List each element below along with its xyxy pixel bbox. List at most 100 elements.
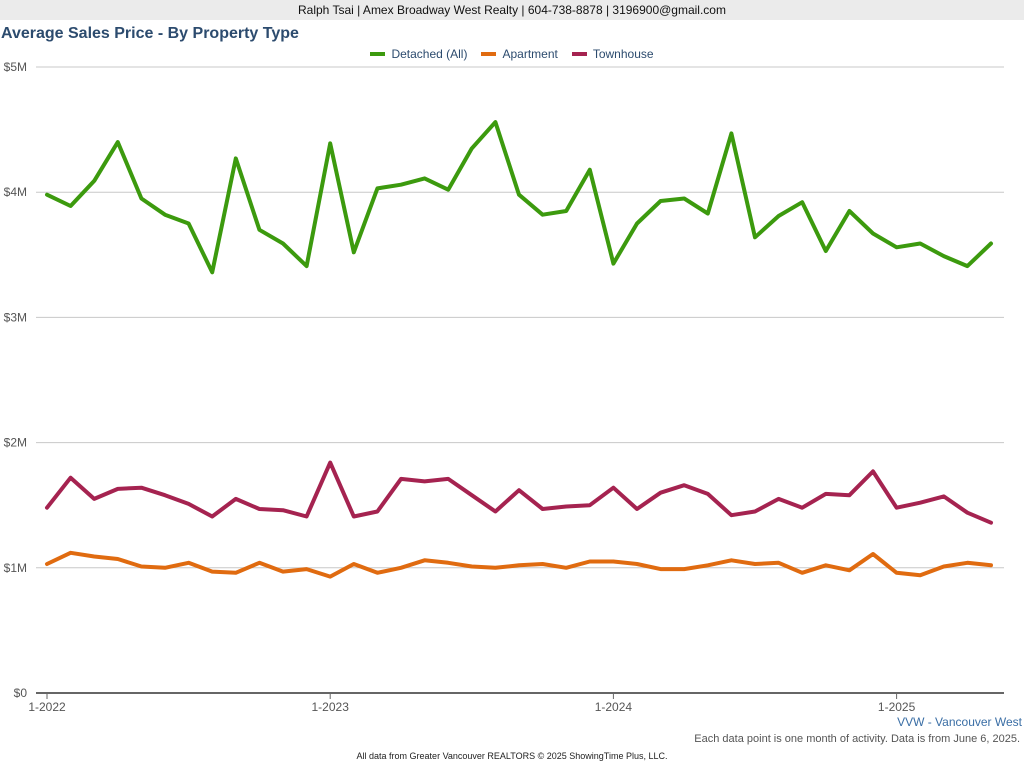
data-point-apartment — [493, 566, 497, 570]
data-point-detached-all — [257, 228, 261, 232]
data-point-townhouse — [257, 507, 261, 511]
data-point-apartment — [777, 561, 781, 565]
data-point-apartment — [753, 562, 757, 566]
x-tick-label: 1-2022 — [28, 700, 66, 714]
data-point-townhouse — [517, 488, 521, 492]
data-point-townhouse — [635, 507, 639, 511]
y-tick-label: $0 — [14, 686, 28, 700]
data-point-townhouse — [375, 509, 379, 513]
data-point-detached-all — [399, 183, 403, 187]
data-point-apartment — [871, 552, 875, 556]
data-point-apartment — [305, 567, 309, 571]
data-point-townhouse — [895, 506, 899, 510]
data-point-apartment — [423, 558, 427, 562]
data-point-apartment — [824, 563, 828, 567]
data-point-townhouse — [399, 477, 403, 481]
data-point-detached-all — [965, 264, 969, 268]
data-point-detached-all — [234, 156, 238, 160]
data-point-detached-all — [328, 141, 332, 145]
data-point-townhouse — [777, 497, 781, 501]
data-point-apartment — [92, 555, 96, 559]
data-point-apartment — [139, 565, 143, 569]
chart-title: Average Sales Price - By Property Type — [1, 25, 299, 42]
data-point-townhouse — [423, 479, 427, 483]
data-point-townhouse — [305, 514, 309, 518]
data-point-apartment — [328, 575, 332, 579]
data-point-detached-all — [729, 131, 733, 135]
data-point-apartment — [116, 557, 120, 561]
legend-swatch-townhouse — [571, 52, 587, 56]
legend-item-townhouse[interactable]: Townhouse — [571, 45, 654, 63]
data-point-apartment — [541, 562, 545, 566]
x-tick-label: 1-2025 — [878, 700, 916, 714]
data-point-detached-all — [187, 222, 191, 225]
data-point-townhouse — [470, 493, 474, 497]
data-point-townhouse — [659, 491, 663, 495]
data-point-townhouse — [541, 507, 545, 511]
data-point-apartment — [281, 570, 285, 574]
data-point-detached-all — [45, 193, 49, 197]
data-point-apartment — [163, 566, 167, 570]
legend-swatch-detached — [370, 52, 386, 56]
data-point-townhouse — [706, 492, 710, 496]
data-point-townhouse — [45, 506, 49, 510]
data-point-detached-all — [753, 235, 757, 239]
data-point-apartment — [69, 551, 73, 555]
data-point-apartment — [659, 567, 663, 571]
data-point-detached-all — [139, 196, 143, 200]
data-point-detached-all — [352, 250, 356, 254]
legend-item-detached[interactable]: Detached (All) — [370, 45, 467, 63]
data-point-detached-all — [541, 213, 545, 217]
data-point-detached-all — [281, 242, 285, 246]
data-point-apartment — [729, 558, 733, 562]
data-point-townhouse — [800, 506, 804, 510]
data-point-apartment — [588, 560, 592, 564]
data-point-apartment — [446, 561, 450, 565]
y-tick-label: $3M — [4, 310, 27, 324]
data-point-detached-all — [777, 214, 781, 218]
data-point-detached-all — [942, 254, 946, 258]
data-point-detached-all — [871, 232, 875, 236]
data-point-apartment — [257, 561, 261, 565]
data-point-townhouse — [92, 497, 96, 501]
legend-item-apartment[interactable]: Apartment — [481, 45, 558, 63]
data-point-townhouse — [163, 493, 167, 497]
data-point-apartment — [517, 563, 521, 567]
data-point-detached-all — [69, 204, 73, 208]
data-point-apartment — [375, 571, 379, 575]
data-point-apartment — [635, 562, 639, 566]
data-point-detached-all — [706, 211, 710, 215]
data-point-apartment — [682, 567, 686, 571]
data-point-townhouse — [69, 476, 73, 480]
data-point-detached-all — [517, 193, 521, 197]
data-point-townhouse — [446, 477, 450, 481]
data-point-townhouse — [493, 509, 497, 513]
data-note: Each data point is one month of activity… — [694, 733, 1020, 745]
data-point-detached-all — [682, 196, 686, 200]
data-point-detached-all — [989, 242, 993, 246]
data-point-townhouse — [588, 503, 592, 507]
data-point-apartment — [611, 560, 615, 564]
data-point-townhouse — [328, 461, 332, 465]
data-point-apartment — [564, 566, 568, 570]
data-point-detached-all — [895, 245, 899, 249]
x-tick-label: 1-2024 — [595, 700, 633, 714]
data-point-apartment — [800, 571, 804, 575]
data-point-apartment — [706, 563, 710, 567]
data-point-apartment — [352, 562, 356, 566]
data-point-townhouse — [989, 521, 993, 525]
data-point-townhouse — [942, 494, 946, 498]
data-point-detached-all — [659, 199, 663, 203]
data-point-apartment — [847, 568, 851, 572]
data-point-apartment — [234, 571, 238, 575]
data-point-townhouse — [281, 508, 285, 512]
data-point-townhouse — [847, 493, 851, 497]
top-banner: Ralph Tsai | Amex Broadway West Realty |… — [0, 0, 1024, 20]
area-label[interactable]: VVW - Vancouver West — [897, 715, 1022, 729]
data-point-townhouse — [352, 514, 356, 518]
data-point-townhouse — [234, 497, 238, 501]
data-point-townhouse — [564, 504, 568, 508]
y-tick-label: $1M — [4, 561, 27, 575]
data-point-detached-all — [493, 120, 497, 124]
